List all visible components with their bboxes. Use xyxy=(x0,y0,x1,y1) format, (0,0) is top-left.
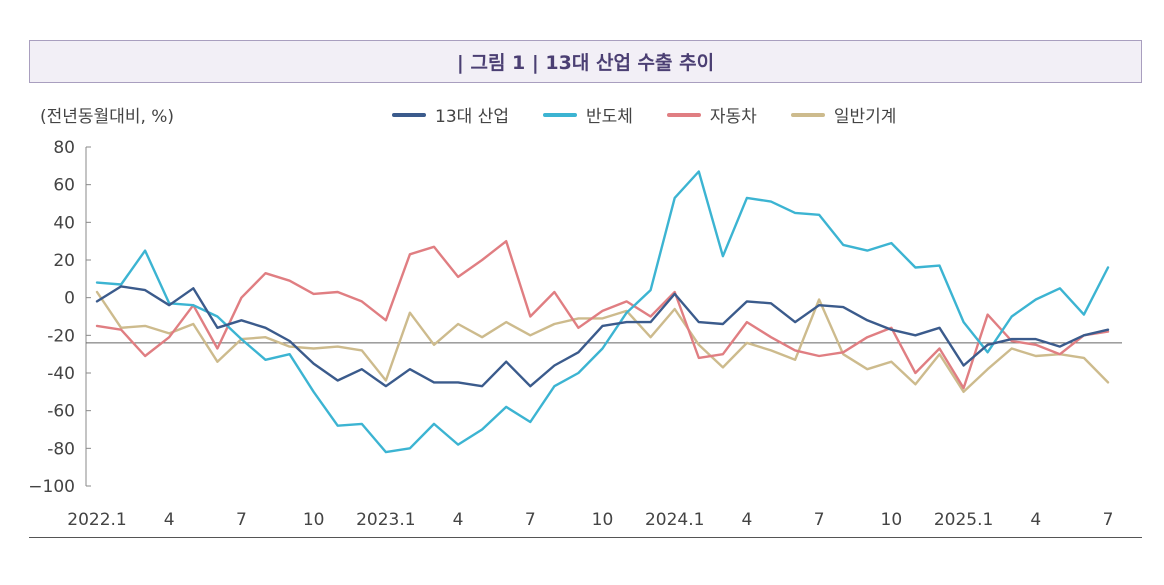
x-tick-label: 7 xyxy=(525,510,536,530)
y-tick-label: 0 xyxy=(64,289,75,309)
x-tick-label: 2022.1 xyxy=(67,510,126,530)
legend-label: 자동차 xyxy=(709,107,757,127)
series-line-0 xyxy=(95,285,1110,388)
legend-item-semiconductor: 반도체 xyxy=(542,102,633,127)
legend-item-general-machinery: 일반기계 xyxy=(790,102,897,127)
legend-label: 일반기계 xyxy=(833,107,897,127)
y-axis-unit-label: (전년동월대비, %) xyxy=(40,107,175,127)
x-tick-label: 7 xyxy=(814,510,825,530)
x-tick-label: 7 xyxy=(1103,510,1114,530)
x-tick-label: 4 xyxy=(1030,510,1041,530)
legend-swatch xyxy=(666,112,701,117)
y-tick-label: 80 xyxy=(53,138,75,158)
x-tick-label: 4 xyxy=(742,510,753,530)
x-tick-label: 2025.1 xyxy=(934,510,993,530)
chart-title: | 그림 1 | 13대 산업 수출 추이 xyxy=(29,40,1142,83)
x-tick-label: 4 xyxy=(164,510,175,530)
x-tick-label: 10 xyxy=(303,510,325,530)
legend-item-automobile: 자동차 xyxy=(666,102,757,127)
x-tick-label: 10 xyxy=(881,510,903,530)
x-tick-label: 2024.1 xyxy=(645,510,704,530)
x-tick-label: 10 xyxy=(592,510,614,530)
legend: 13대 산업 반도체 자동차 일반기계 xyxy=(392,102,896,127)
x-tick-label: 4 xyxy=(453,510,464,530)
series-line-2 xyxy=(95,239,1110,390)
y-tick-label: -40 xyxy=(47,364,75,384)
legend-swatch xyxy=(542,112,577,117)
y-tick-label: -60 xyxy=(47,402,75,422)
legend-item-13-industries: 13대 산업 xyxy=(392,102,509,127)
bottom-divider xyxy=(29,537,1142,538)
y-tick-label: -80 xyxy=(47,439,75,459)
legend-label: 13대 산업 xyxy=(435,107,509,127)
y-tick-label: 20 xyxy=(53,251,75,271)
y-tick-label: 40 xyxy=(53,213,75,233)
series-line-1 xyxy=(95,170,1110,454)
x-tick-label: 7 xyxy=(236,510,247,530)
legend-swatch xyxy=(790,112,825,117)
legend-swatch xyxy=(392,112,426,117)
y-tick-label: 60 xyxy=(53,176,75,196)
y-tick-label: -20 xyxy=(47,326,75,346)
series-line-3 xyxy=(95,290,1110,393)
x-tick-label: 2023.1 xyxy=(356,510,415,530)
y-tick-label: −100 xyxy=(28,477,75,497)
legend-label: 반도체 xyxy=(585,107,633,127)
